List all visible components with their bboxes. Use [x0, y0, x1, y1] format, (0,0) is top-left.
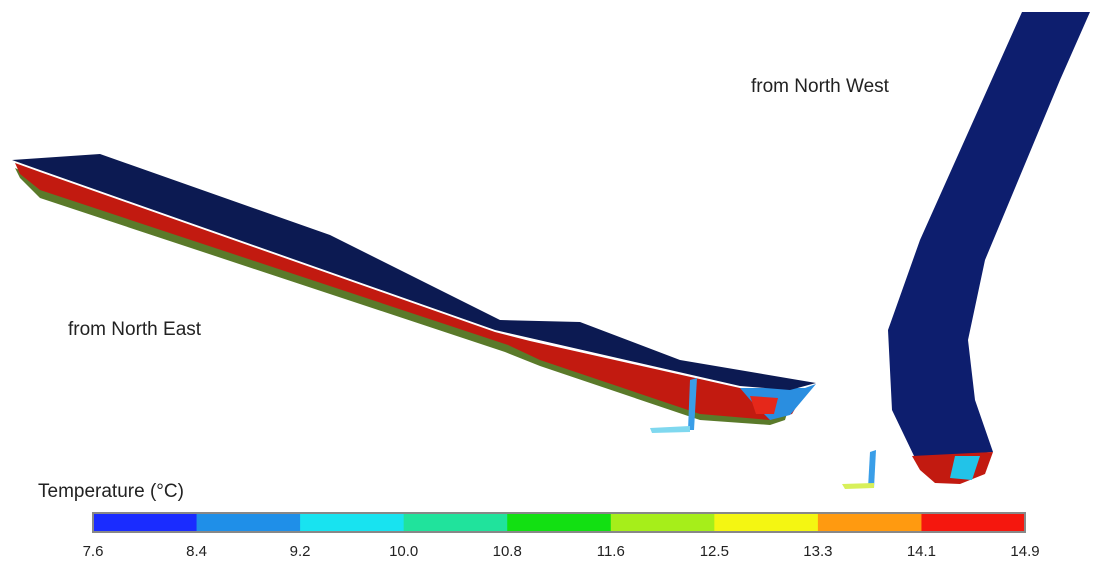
colorbar-tick-label: 12.5	[700, 543, 729, 560]
colorbar-tick-label: 9.2	[290, 543, 311, 560]
scene: from North East from North West Temperat…	[0, 0, 1102, 563]
colorbar-tick-label: 14.1	[907, 543, 936, 560]
colorbar-title: Temperature (°C)	[38, 481, 184, 502]
colorbar-segment	[714, 513, 818, 532]
colorbar-segment	[611, 513, 715, 532]
view-label: from North East	[68, 319, 202, 340]
colorbar-tick-label: 8.4	[186, 543, 207, 560]
colorbar-tick-label: 14.9	[1010, 543, 1039, 560]
colorbar-segment	[197, 513, 301, 532]
colorbar-tick-label: 11.6	[597, 543, 625, 560]
colorbar-tick-label: 13.3	[803, 543, 832, 560]
colorbar-segment	[507, 513, 611, 532]
colorbar-segment	[93, 513, 197, 532]
colorbar-segment	[404, 513, 508, 532]
colorbar-tick-label: 10.8	[493, 543, 522, 560]
colorbar-segment	[818, 513, 922, 532]
colorbar-segment	[300, 513, 404, 532]
colorbar-tick-label: 10.0	[389, 543, 418, 560]
colorbar-segment	[921, 513, 1025, 532]
colorbar-tick-label: 7.6	[83, 543, 104, 560]
view-label: from North West	[751, 76, 890, 97]
probe-base	[842, 483, 874, 489]
